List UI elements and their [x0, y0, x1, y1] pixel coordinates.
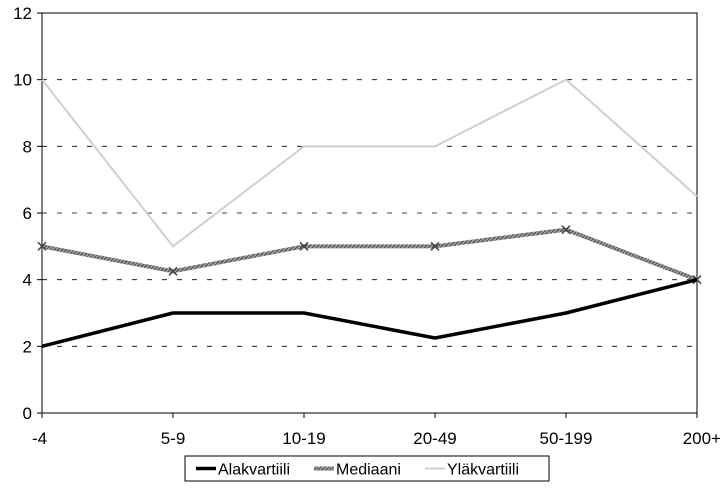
legend-label: Alakvartiili [218, 462, 290, 479]
legend-item-mediaani: Mediaani [314, 462, 401, 479]
series-line-alakvartiili [41, 277, 698, 349]
data-point-marker [430, 241, 440, 251]
x-tick-label: 5-9 [161, 429, 186, 448]
y-tick-label: 6 [23, 204, 32, 223]
series-line-yl-kvartiili [41, 78, 698, 248]
x-tick-label: 200+ [683, 429, 720, 448]
data-point-marker [37, 241, 47, 251]
legend-label: Mediaani [336, 462, 401, 479]
series-line-mediaani [41, 227, 698, 282]
legend-item-yl-kvartiili: Yläkvartiili [425, 462, 519, 479]
y-tick-label: 4 [23, 271, 32, 290]
legend-label: Yläkvartiili [447, 462, 519, 479]
y-tick-label: 12 [13, 4, 32, 23]
axes: 0 2 4 6 8 10 12 -4 5-9 10-19 20-49 50-199 200+ [13, 4, 720, 448]
x-tick-label: -4 [32, 429, 47, 448]
y-tick-label: 0 [23, 404, 32, 423]
legend-box [184, 455, 550, 482]
legend-item-alakvartiili: Alakvartiili [196, 462, 290, 479]
data-point-marker [168, 266, 178, 276]
y-tick-label: 2 [23, 337, 32, 356]
x-tick-label: 10-19 [282, 429, 325, 448]
y-tick-label: 10 [13, 71, 32, 90]
data-point-marker [299, 241, 309, 251]
x-tick-label: 50-199 [540, 429, 593, 448]
gridlines [42, 12, 697, 347]
y-tick-label: 8 [23, 137, 32, 156]
legend: Alakvartiili Mediaani Yläkvartiili [184, 455, 550, 482]
x-tick-label: 20-49 [413, 429, 456, 448]
data-point-marker [561, 225, 571, 235]
series [37, 78, 702, 349]
plot-frame [41, 12, 698, 414]
